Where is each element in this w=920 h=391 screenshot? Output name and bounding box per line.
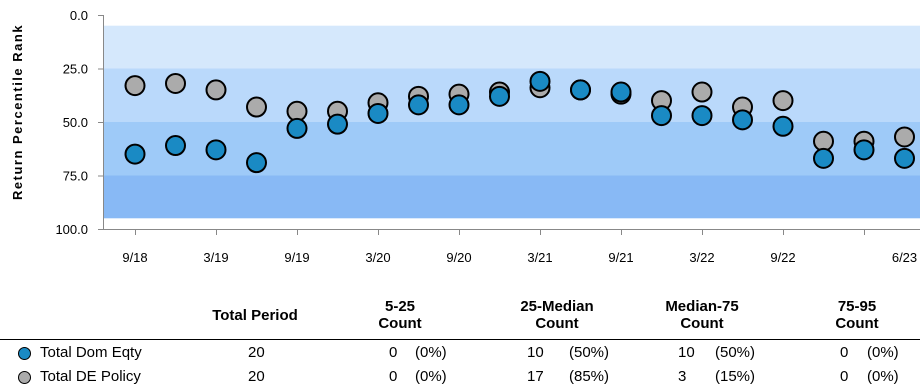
x-tick-label: 9/22 [770, 250, 795, 265]
header-5-25-count: 5-25 Count [378, 298, 422, 332]
legend-dot-de-policy [18, 371, 31, 384]
y-tick-label: 75.0 [63, 169, 88, 184]
series-name: Total Dom Eqty [40, 344, 142, 361]
x-tick-label: 9/18 [122, 250, 147, 265]
pct-median-75: (50%) [715, 344, 756, 361]
count-median-75: 3 [678, 368, 687, 385]
y-axis-label: Return Percentile Rank [10, 23, 25, 200]
point-total-dom-eqty [894, 147, 915, 169]
percentile-band [103, 25, 920, 69]
pct-5-25: (0%) [415, 344, 447, 361]
count-75-95: 0 [840, 344, 849, 361]
point-total-dom-eqty [246, 152, 267, 174]
y-tick-labels: 0.0 25.0 50.0 75.0 100.0 [55, 8, 88, 237]
y-tick-label: 25.0 [63, 62, 88, 77]
table-top-rule [0, 339, 920, 340]
point-total-dom-eqty [408, 94, 429, 116]
point-total-de-policy [894, 126, 915, 148]
point-total-de-policy [124, 75, 146, 97]
point-total-dom-eqty [772, 115, 794, 137]
header-total-period: Total Period [212, 307, 298, 324]
point-total-dom-eqty [529, 70, 551, 92]
x-tick-label: 6/23 [892, 250, 917, 265]
count-5-25: 0 [389, 344, 398, 361]
point-total-de-policy [246, 96, 267, 118]
point-total-dom-eqty [286, 117, 308, 139]
total-period-value: 20 [248, 344, 265, 361]
pct-5-25: (0%) [415, 368, 447, 385]
y-tick-label: 0.0 [70, 8, 88, 23]
pct-25-median: (50%) [569, 344, 610, 361]
point-total-dom-eqty [448, 94, 470, 116]
pct-75-95: (0%) [867, 368, 899, 385]
point-total-dom-eqty [367, 102, 389, 124]
x-tick-label: 9/20 [446, 250, 471, 265]
x-tick-labels: 9/18 3/19 9/19 3/20 9/20 3/21 9/21 3/22 9/22 6/23 [122, 250, 917, 265]
point-total-de-policy [205, 79, 227, 101]
x-tick-label: 9/21 [608, 250, 633, 265]
header-median-75-count: Median-75 Count [665, 298, 739, 332]
header-25-median-count: 25-Median Count [520, 298, 594, 332]
point-total-dom-eqty [165, 135, 186, 157]
point-total-de-policy [772, 90, 794, 112]
table-row: Total Dom Eqty 20 0 (0%) 10 (50%) 10 (50… [0, 341, 920, 365]
percentile-bands [103, 25, 920, 219]
count-25-median: 17 [527, 368, 544, 385]
header-75-95-count: 75-95 Count [835, 298, 879, 332]
point-total-dom-eqty [813, 147, 834, 169]
total-period-value: 20 [248, 368, 265, 385]
point-total-dom-eqty [853, 139, 875, 161]
x-tick-label: 3/19 [203, 250, 228, 265]
point-total-dom-eqty [489, 85, 510, 107]
point-total-dom-eqty [732, 109, 753, 131]
data-points [124, 70, 915, 174]
point-total-dom-eqty [691, 105, 713, 127]
point-total-de-policy [691, 81, 713, 103]
count-25-median: 10 [527, 344, 544, 361]
percentile-rank-chart: 0.0 25.0 50.0 75.0 100.0 9/18 3/19 9/19 3/20 9/2… [55, 8, 920, 265]
point-total-dom-eqty [327, 113, 348, 135]
count-median-75: 10 [678, 344, 695, 361]
series-name: Total DE Policy [40, 368, 141, 385]
point-total-dom-eqty [124, 143, 146, 165]
point-total-dom-eqty [651, 105, 672, 127]
point-total-dom-eqty [205, 139, 227, 161]
x-tick-label: 3/21 [527, 250, 552, 265]
percentile-band [103, 68, 920, 122]
y-tick-label: 50.0 [63, 115, 88, 130]
percentile-band [103, 175, 920, 219]
x-tick-label: 9/19 [284, 250, 309, 265]
point-total-dom-eqty [570, 79, 591, 101]
pct-median-75: (15%) [715, 368, 756, 385]
chart-axes [98, 15, 920, 235]
x-tick-label: 3/20 [365, 250, 390, 265]
point-total-dom-eqty [610, 81, 632, 103]
legend-dot-dom-eqty [18, 347, 31, 360]
point-total-de-policy [165, 72, 186, 94]
count-75-95: 0 [840, 368, 849, 385]
pct-75-95: (0%) [867, 344, 899, 361]
y-tick-label: 100.0 [55, 222, 88, 237]
pct-25-median: (85%) [569, 368, 610, 385]
count-5-25: 0 [389, 368, 398, 385]
x-tick-label: 3/22 [689, 250, 714, 265]
table-row: Total DE Policy 20 0 (0%) 17 (85%) 3 (15… [0, 365, 920, 389]
